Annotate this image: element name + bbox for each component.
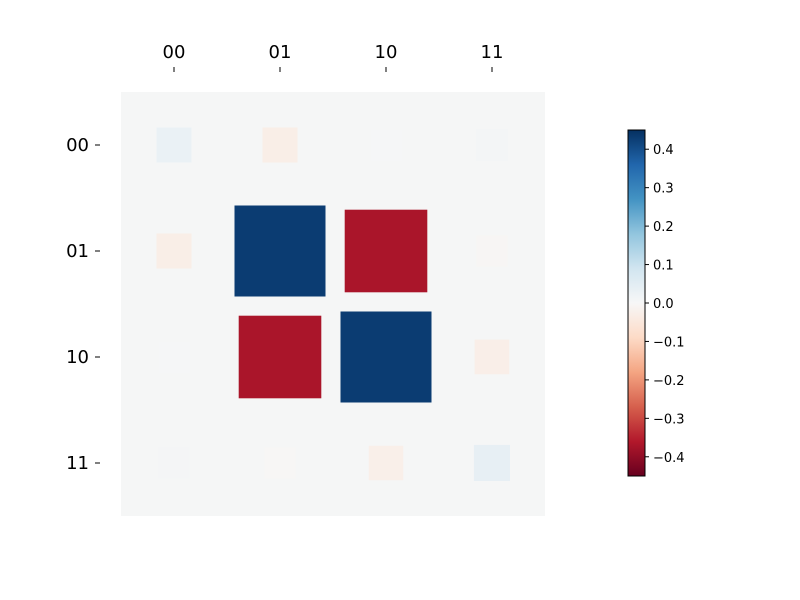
colorbar-tick-label: −0.2 <box>653 374 685 389</box>
colorbar-tick-label: 0.3 <box>653 182 674 197</box>
hinton-cell-00-11 <box>475 128 509 162</box>
hinton-cell-11-01 <box>264 447 296 479</box>
row-tick-label: 00 <box>66 135 89 156</box>
col-tick-label: 01 <box>269 42 292 63</box>
colorbar-tick-label: −0.4 <box>653 451 685 466</box>
hinton-cell-00-00 <box>156 127 192 163</box>
col-tick-label: 00 <box>163 42 186 63</box>
col-tick-label: 10 <box>375 42 398 63</box>
colorbar-tick-label: −0.3 <box>653 412 685 427</box>
hinton-cell-00-10 <box>370 129 402 161</box>
hinton-cell-11-11 <box>473 444 510 481</box>
colorbar-tick-label: 0.1 <box>653 259 674 274</box>
colorbar-tick-label: 0.4 <box>653 143 674 158</box>
hinton-cell-10-11 <box>474 339 510 375</box>
hinton-cell-01-01 <box>234 205 326 297</box>
hinton-cell-10-01 <box>238 315 322 399</box>
colorbar-tick-label: −0.1 <box>653 335 685 350</box>
hinton-cell-11-10 <box>368 445 404 481</box>
row-tick-label: 11 <box>66 453 89 474</box>
hinton-cell-11-00 <box>158 447 190 479</box>
hinton-cell-01-10 <box>344 209 428 293</box>
row-tick-label: 10 <box>66 347 89 368</box>
colorbar <box>627 129 646 477</box>
hinton-cell-10-10 <box>340 311 432 403</box>
col-tick-label: 11 <box>481 42 504 63</box>
hinton-cell-01-11 <box>476 235 508 267</box>
row-tick-label: 01 <box>66 241 89 262</box>
hinton-cell-10-00 <box>158 341 190 373</box>
colorbar-tick-label: 0.2 <box>653 220 674 235</box>
colorbar-tick-label: 0.0 <box>653 297 674 312</box>
hinton-cell-01-00 <box>156 233 192 269</box>
hinton-cell-00-01 <box>262 127 298 163</box>
